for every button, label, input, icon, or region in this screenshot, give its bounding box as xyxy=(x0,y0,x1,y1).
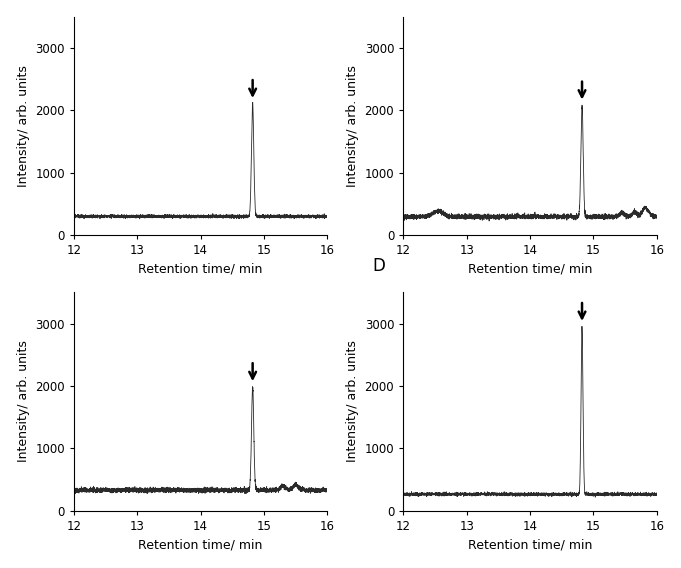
X-axis label: Retention time/ min: Retention time/ min xyxy=(138,262,263,275)
Text: D: D xyxy=(373,257,385,275)
Y-axis label: Intensity/ arb. units: Intensity/ arb. units xyxy=(346,65,359,187)
X-axis label: Retention time/ min: Retention time/ min xyxy=(468,262,592,275)
X-axis label: Retention time/ min: Retention time/ min xyxy=(468,538,592,552)
Y-axis label: Intensity/ arb. units: Intensity/ arb. units xyxy=(346,341,359,462)
Y-axis label: Intensity/ arb. units: Intensity/ arb. units xyxy=(16,65,30,187)
X-axis label: Retention time/ min: Retention time/ min xyxy=(138,538,263,552)
Y-axis label: Intensity/ arb. units: Intensity/ arb. units xyxy=(16,341,30,462)
